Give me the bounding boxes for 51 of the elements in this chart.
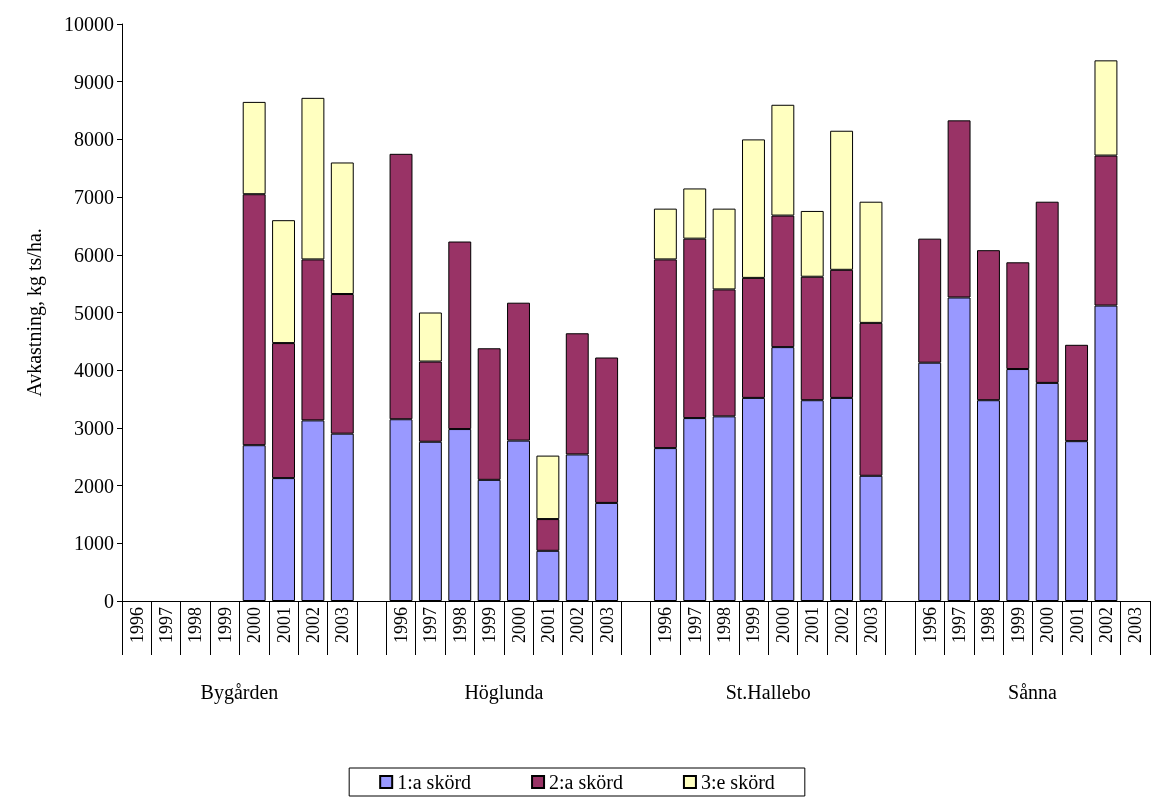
y-tick-label: 2000 — [74, 474, 114, 497]
x-tick-label: 2001 — [537, 607, 558, 643]
x-tick-label: 1999 — [743, 607, 764, 643]
x-tick-label: 1997 — [949, 607, 970, 643]
y-tick-label: 10000 — [64, 13, 114, 35]
x-tick-label: 2002 — [567, 607, 588, 643]
x-tick-label: 1997 — [420, 607, 441, 643]
text: Sånna — [1008, 681, 1058, 703]
y-tick-label: 3000 — [74, 416, 114, 439]
x-tick-label: 1996 — [655, 607, 676, 643]
y-tick-label: 4000 — [74, 359, 114, 382]
legend-label: 2:a skörd — [549, 771, 623, 793]
x-tick-label: 1996 — [391, 607, 412, 643]
y-tick-label: 5000 — [74, 301, 114, 324]
text: St.Hallebo — [725, 681, 811, 703]
legend-label: 1:a skörd — [397, 771, 472, 793]
x-tick-label: 2001 — [802, 607, 823, 643]
y-tick-label: 1000 — [74, 532, 114, 555]
x-tick-label: 2003 — [860, 607, 881, 643]
x-tick-label: 2001 — [273, 607, 294, 643]
x-tick-label: 1998 — [185, 607, 206, 643]
x-tick-label: 1999 — [479, 607, 500, 643]
x-tick-label: 1997 — [156, 607, 177, 643]
y-tick-label: 8000 — [74, 128, 114, 151]
x-tick-label: 1998 — [714, 607, 735, 643]
y-tick-label: 0 — [104, 590, 114, 612]
y-tick-label: 7000 — [74, 186, 114, 209]
x-tick-label: 2000 — [508, 607, 529, 643]
x-tick-label: 1998 — [449, 607, 470, 643]
x-tick-label: 1997 — [684, 607, 705, 643]
y-tick-label: 6000 — [74, 243, 114, 266]
x-tick-label: 2003 — [1125, 607, 1146, 643]
x-tick-label: 2002 — [831, 607, 852, 643]
x-tick-label: 1998 — [978, 607, 999, 643]
x-tick-label: 2000 — [772, 607, 793, 643]
x-tick-label: 1996 — [919, 607, 940, 643]
x-tick-label: 1999 — [1007, 607, 1028, 643]
x-tick-label: 2000 — [1037, 607, 1058, 643]
y-axis-title: Avkastning, kg ts/ha. — [23, 228, 46, 397]
x-tick-label: 1999 — [214, 607, 235, 643]
x-tick-label: 2002 — [302, 607, 323, 643]
legend-label: 3:e skörd — [700, 771, 775, 793]
x-tick-label: 1996 — [126, 607, 147, 643]
x-tick-label: 2001 — [1066, 607, 1087, 643]
y-tick-label: 9000 — [74, 70, 114, 93]
text: Bygården — [200, 681, 279, 704]
x-tick-label: 2000 — [244, 607, 265, 643]
x-tick-label: 2003 — [596, 607, 617, 643]
x-tick-label: 2003 — [332, 607, 353, 643]
x-tick-label: 2002 — [1095, 607, 1116, 643]
text: Höglunda — [464, 681, 544, 704]
